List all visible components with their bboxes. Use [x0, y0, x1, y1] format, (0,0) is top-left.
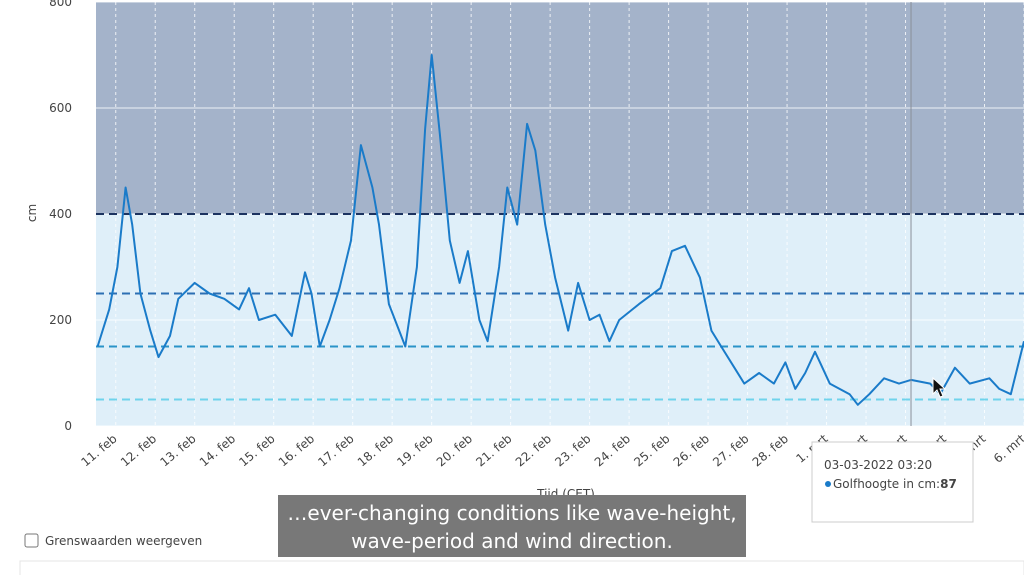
y-tick-label: 600	[49, 101, 72, 115]
y-tick-label: 800	[49, 0, 72, 9]
tooltip-date: 03-03-2022 03:20	[824, 458, 932, 472]
x-tick-label: 19. feb	[394, 432, 435, 470]
x-tick-label: 26. feb	[671, 432, 712, 470]
subtitle-line: wave-period and wind direction.	[351, 529, 673, 553]
x-tick-label: 18. feb	[355, 432, 396, 470]
tooltip-value: 87	[940, 477, 957, 491]
tooltip-dot	[825, 481, 831, 487]
x-tick-label: 21. feb	[473, 432, 514, 470]
plot-area: 0 200 400 600 800	[49, 0, 1024, 433]
y-tick-label: 200	[49, 313, 72, 327]
x-tick-label: 6. mrt	[991, 431, 1024, 465]
tooltip-box	[811, 441, 974, 523]
series-line	[96, 54, 1024, 406]
y-axis-label: cm	[25, 204, 39, 222]
x-tick-label: 27. feb	[710, 432, 751, 470]
x-tick-label: 22. feb	[513, 432, 554, 470]
panel-border	[19, 560, 1024, 575]
x-tick-label: 17. feb	[315, 432, 356, 470]
x-tick-label: 20. feb	[434, 432, 475, 470]
subtitle-box	[278, 495, 746, 557]
x-tick-label: 25. feb	[631, 432, 672, 470]
x-tick-label: 16. feb	[276, 432, 317, 470]
tooltip-label: Golfhoogte in cm:87	[833, 477, 957, 491]
x-tick-label: 28. feb	[750, 432, 791, 470]
tooltip: 03-03-2022 03:20 Golfhoogte in cm:87	[811, 441, 974, 523]
y-tick-label: 400	[49, 207, 72, 221]
subtitle-line: …ever-changing conditions like wave-heig…	[287, 501, 736, 525]
x-tick-label: 12. feb	[118, 432, 159, 470]
tooltip-series: Golfhoogte in cm:	[833, 477, 940, 491]
x-tick-label: 13. feb	[157, 432, 198, 470]
x-tick-label: 23. feb	[552, 432, 593, 470]
x-tick-label: 15. feb	[236, 432, 277, 470]
x-tick-label: 11. feb	[78, 432, 119, 470]
y-tick-label: 0	[64, 419, 72, 433]
checkbox-label[interactable]: Grenswaarden weergeven	[45, 534, 202, 548]
mouse-cursor	[932, 376, 947, 398]
checkbox[interactable]	[24, 533, 39, 548]
x-tick-label: 24. feb	[592, 432, 633, 470]
x-tick-label: 14. feb	[197, 432, 238, 470]
